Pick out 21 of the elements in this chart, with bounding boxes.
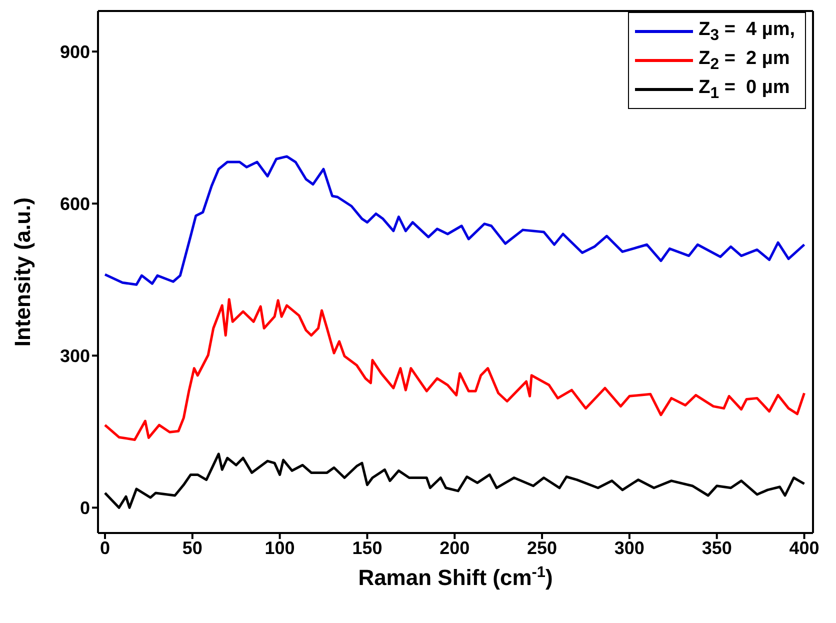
x-axis-title: Raman Shift (cm$^{-1}$) [358, 564, 553, 590]
y-tick-label: 300 [60, 346, 90, 366]
legend-label: Z$_{1}$ = 0 µm [698, 76, 790, 102]
x-tick-label: 250 [527, 538, 558, 558]
x-tick-label: 0 [100, 538, 110, 558]
line-series [104, 298, 806, 441]
y-axis-title: Intensity (a.u.) [10, 197, 35, 347]
x-tick-label: 350 [702, 538, 732, 558]
legend-label: Z$_{2}$ = 2 µm [698, 48, 790, 74]
x-tick-label: 50 [182, 538, 202, 558]
legend-label: Z$_{3}$ = 4 µm, [698, 18, 795, 44]
y-tick-label: 0 [80, 498, 90, 518]
x-tick-label: 400 [789, 538, 820, 558]
line-series [104, 452, 806, 509]
x-tick-label: 100 [264, 538, 295, 558]
y-tick-label: 900 [60, 42, 90, 62]
line-series [104, 155, 806, 286]
x-tick-label: 300 [614, 538, 644, 558]
x-tick-label: 200 [440, 538, 470, 558]
x-tick-label: 150 [352, 538, 382, 558]
y-tick-label: 600 [60, 194, 90, 214]
